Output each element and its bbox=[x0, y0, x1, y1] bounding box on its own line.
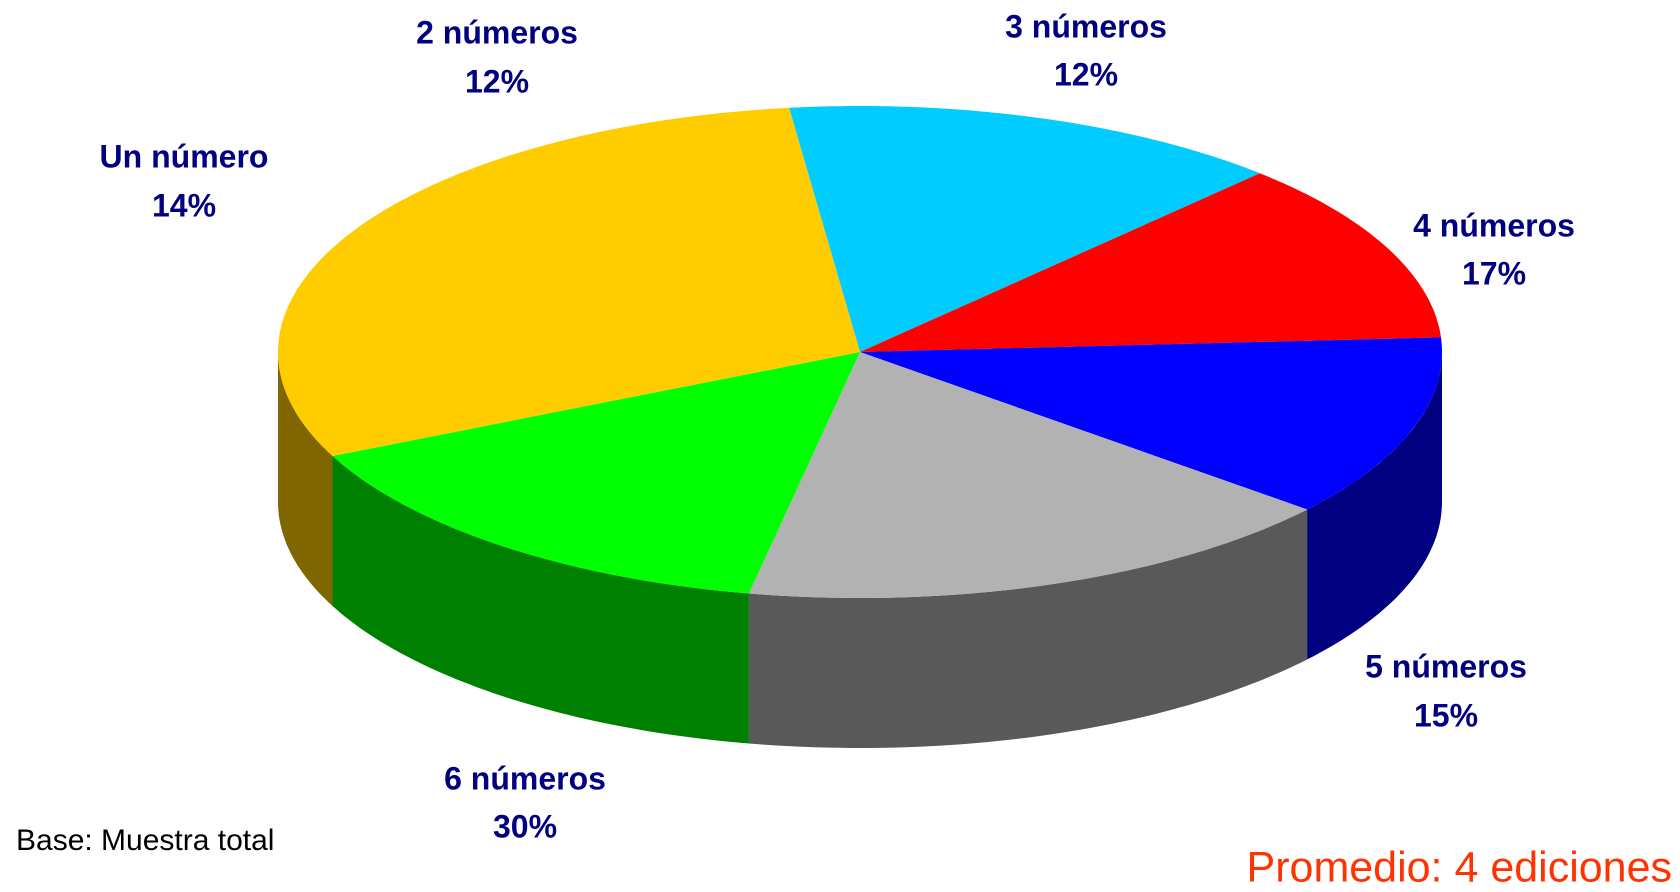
average-note: Promedio: 4 ediciones bbox=[1247, 843, 1672, 891]
slice-value: 14% bbox=[152, 187, 216, 223]
slice-value: 15% bbox=[1414, 697, 1478, 733]
slice bbox=[332, 352, 860, 594]
base-note: Base: Muestra total bbox=[16, 824, 274, 857]
slice bbox=[789, 106, 1260, 352]
slice-label: 6 números bbox=[444, 760, 606, 796]
slice bbox=[860, 337, 1442, 510]
slice-side bbox=[278, 352, 333, 606]
slice-label: Un número bbox=[100, 138, 269, 174]
slice-label: 4 números bbox=[1413, 207, 1575, 243]
slice bbox=[278, 107, 860, 457]
slice-label: 3 números bbox=[1005, 8, 1167, 44]
slice-value: 30% bbox=[493, 808, 557, 844]
slice-value: 12% bbox=[1054, 56, 1118, 92]
slice-side bbox=[332, 456, 749, 744]
slice bbox=[748, 352, 1308, 598]
slice-label: 5 números bbox=[1365, 648, 1527, 684]
slice bbox=[860, 173, 1441, 352]
slice-side bbox=[748, 509, 1308, 748]
slice-label: 2 números bbox=[416, 14, 578, 50]
slice-value: 12% bbox=[465, 63, 529, 99]
slice-value: 17% bbox=[1462, 255, 1526, 291]
slice-side bbox=[1307, 352, 1442, 660]
